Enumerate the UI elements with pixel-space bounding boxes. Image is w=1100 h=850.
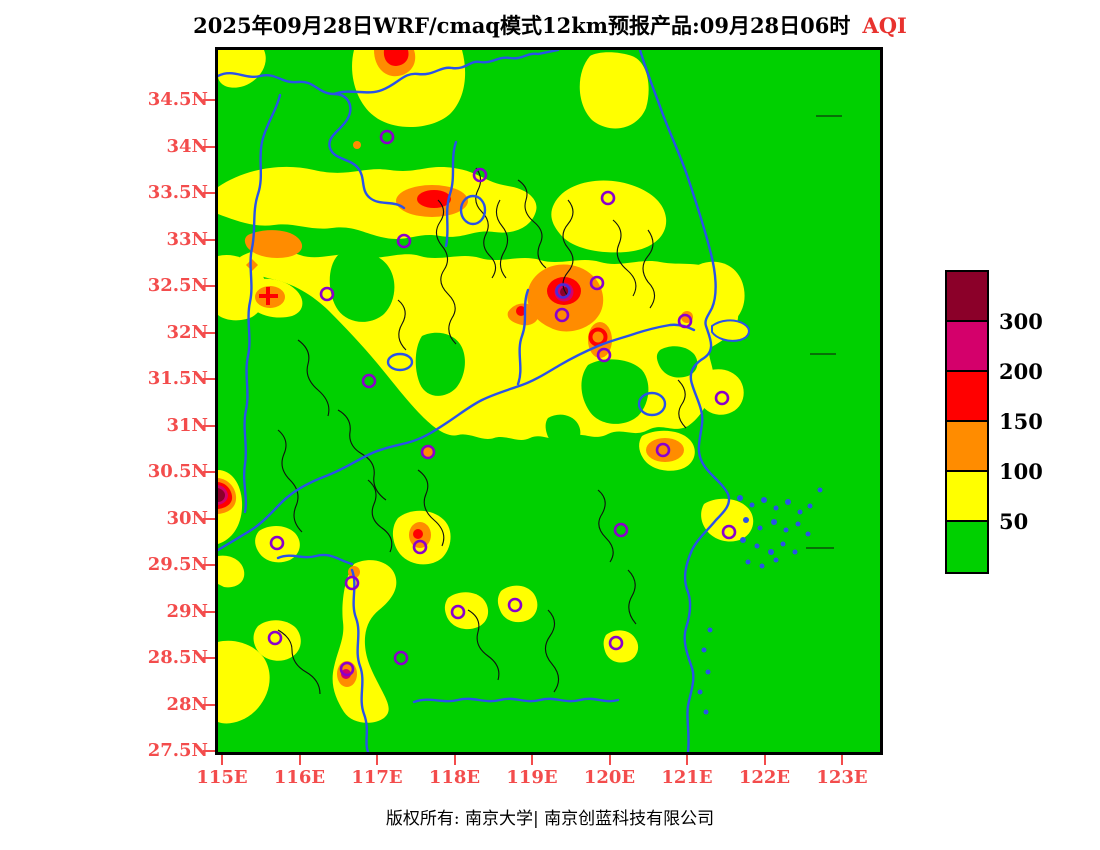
lake-hongze (459, 194, 487, 226)
legend-swatch-2 (947, 372, 987, 422)
lat-tick (203, 471, 215, 473)
lat-tick (203, 145, 215, 148)
lon-tick (453, 755, 456, 765)
lon-label-121E: 121E (661, 767, 713, 788)
lat-label-28.5N: 28.5N (147, 647, 208, 668)
lon-tick (298, 755, 301, 765)
lat-label-30N: 30N (166, 507, 208, 529)
legend-swatch-3 (947, 422, 987, 472)
lakes (386, 194, 667, 417)
lat-tick (203, 378, 215, 380)
legend-label-200: 200 (999, 359, 1043, 384)
legend-swatch-5 (947, 522, 987, 572)
lat-tick (203, 285, 215, 287)
legend-label-100: 100 (999, 459, 1043, 484)
lat-label-31N: 31N (166, 414, 208, 436)
legend-label-300: 300 (999, 309, 1043, 334)
lat-label-32.5N: 32.5N (147, 275, 208, 296)
aqi-legend-colorbar (945, 270, 989, 574)
lat-label-31.5N: 31.5N (147, 368, 208, 389)
legend-swatch-1 (947, 322, 987, 372)
page-title: 2025年09月28日WRF/cmaq模式12km预报产品:09月28日06时 A… (0, 10, 1100, 40)
lat-label-34.5N: 34.5N (147, 89, 208, 110)
aqi-green-holes (329, 251, 698, 447)
lon-label-116E: 116E (273, 767, 326, 788)
lake-chao (386, 352, 414, 372)
lon-tick (376, 755, 378, 765)
aqi-red-ring (588, 327, 608, 347)
lon-label-122E: 122E (738, 767, 791, 788)
lon-label-118E: 118E (428, 767, 481, 788)
lon-label-120E: 120E (583, 767, 636, 788)
forecast-map (215, 47, 883, 755)
lat-label-28N: 28N (166, 693, 208, 715)
title-variable-aqi: AQI (862, 13, 907, 38)
lon-label-117E: 117E (351, 767, 403, 788)
lat-label-32N: 32N (166, 321, 208, 343)
lat-label-33N: 33N (166, 228, 208, 250)
province-boundaries-and-rivers (216, 48, 731, 754)
lon-label-119E: 119E (506, 767, 558, 788)
lat-label-29.5N: 29.5N (147, 554, 208, 575)
island-chongming (711, 319, 750, 342)
lat-tick (203, 750, 215, 752)
lat-tick (203, 99, 215, 101)
lat-tick (203, 238, 215, 241)
lon-label-123E: 123E (816, 767, 868, 788)
lat-tick (203, 610, 215, 613)
city-markers (267, 129, 737, 677)
lat-tick (203, 424, 215, 427)
lat-tick (203, 564, 215, 566)
lon-tick (763, 755, 766, 765)
legend-swatch-0 (947, 272, 987, 322)
lat-tick (203, 331, 215, 334)
county-boundaries (277, 115, 842, 695)
lon-tick (221, 755, 223, 765)
legend-label-150: 150 (999, 409, 1043, 434)
city-marker-hotspot (555, 283, 571, 299)
lake-tai (637, 391, 667, 417)
lat-label-27.5N: 27.5N (147, 740, 208, 761)
lat-label-30.5N: 30.5N (147, 461, 208, 482)
copyright-notice: 版权所有: 南京大学| 南京创蓝科技有限公司 (385, 809, 715, 829)
lon-label-115E: 115E (196, 767, 248, 788)
legend-swatch-4 (947, 472, 987, 522)
lat-tick (203, 517, 215, 520)
lon-tick (531, 755, 533, 765)
lon-tick (608, 755, 611, 765)
aqi-contour-map-svg (216, 48, 880, 754)
lon-tick (841, 755, 843, 765)
lat-tick (203, 703, 215, 706)
lat-label-29N: 29N (166, 600, 208, 622)
title-text: 2025年09月28日WRF/cmaq模式12km预报产品:09月28日06时 (193, 13, 851, 38)
lon-tick (686, 755, 688, 765)
lat-label-33.5N: 33.5N (147, 182, 208, 203)
lat-label-34N: 34N (166, 135, 208, 157)
lat-tick (203, 657, 215, 659)
lat-tick (203, 192, 215, 194)
legend-label-50: 50 (999, 509, 1029, 534)
coastal-islands (697, 487, 823, 715)
